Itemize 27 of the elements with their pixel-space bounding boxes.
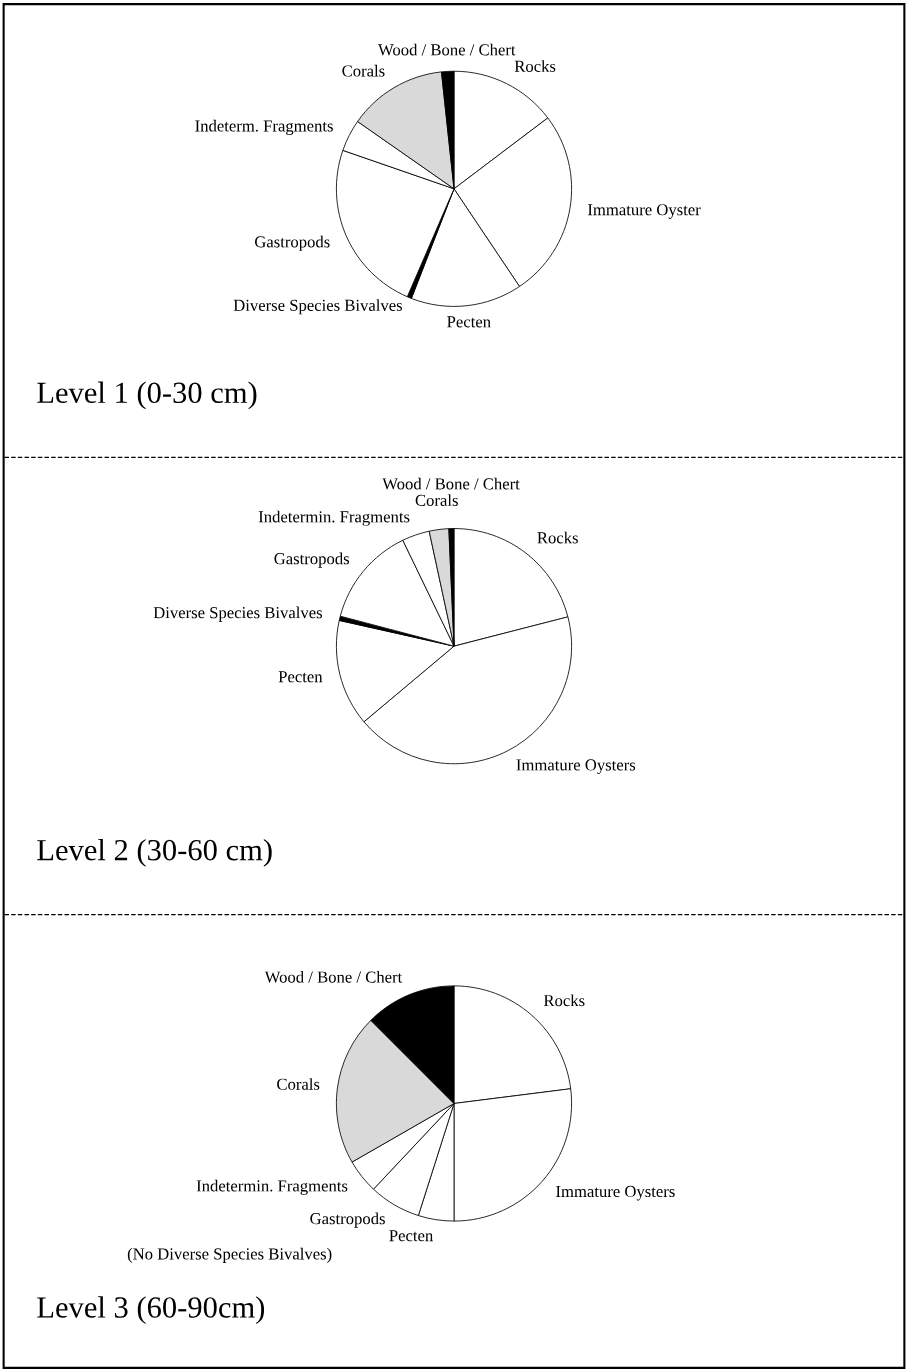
- slice-label: Indetermin. Fragments: [258, 510, 410, 526]
- text: Level 2 (30-60 cm): [37, 838, 272, 867]
- text: Level 1 (0-30 cm): [37, 381, 257, 410]
- slice-label: Gastropods: [274, 552, 350, 568]
- slice-label: Corals: [277, 1078, 320, 1090]
- slice-label: Rocks: [543, 994, 585, 1007]
- slice-label: Rocks: [514, 60, 556, 72]
- slice-label: Pecten: [447, 316, 491, 328]
- slice-label: Indeterm. Fragments: [195, 119, 333, 135]
- slice-label: Immature Oysters: [516, 759, 636, 774]
- slice-label: Pecten: [389, 1230, 434, 1242]
- slice-label: Immature Oyster: [587, 204, 701, 219]
- slice-label: Gastropods: [310, 1212, 385, 1228]
- text: Level 3 (60-90cm): [37, 1296, 265, 1324]
- text: (No Diverse Species Bivalves): [127, 1247, 332, 1263]
- slice-label: Diverse Species Bivalves: [233, 299, 403, 315]
- slice-label: Rocks: [537, 531, 578, 544]
- slice-label: Corals: [342, 64, 385, 77]
- slice-label: Wood / Bone / Chert: [264, 970, 403, 983]
- slice-label: Diverse Species Bivalves: [153, 606, 322, 622]
- slice-label: Corals: [415, 494, 458, 506]
- slice-label: Indetermin. Fragments: [196, 1179, 348, 1195]
- slice-label: Wood / Bone / Chert: [378, 43, 516, 56]
- slice-label: Pecten: [278, 671, 323, 683]
- slice-label: Immature Oysters: [556, 1185, 675, 1201]
- slice-label: Wood / Bone / Chert: [382, 477, 520, 490]
- slice-label: Gastropods: [254, 235, 330, 251]
